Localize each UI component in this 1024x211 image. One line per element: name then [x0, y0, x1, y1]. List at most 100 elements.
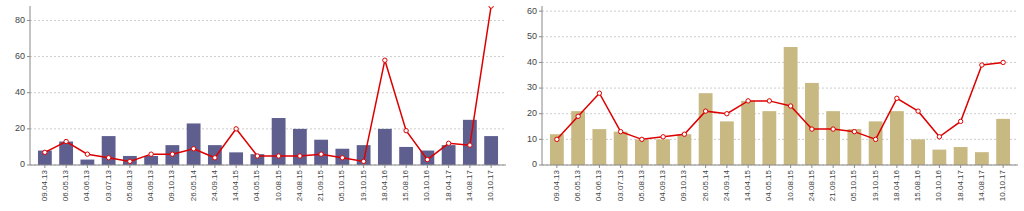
x-tick	[769, 165, 770, 168]
marker	[937, 135, 941, 139]
x-tick	[578, 165, 579, 168]
x-tick	[278, 165, 279, 168]
marker	[489, 6, 493, 8]
bar	[635, 139, 649, 165]
marker	[64, 139, 68, 143]
marker	[852, 129, 856, 133]
x-tick-label: 26.05.14	[189, 169, 198, 201]
grid-line	[542, 113, 1018, 114]
bar	[996, 119, 1010, 165]
marker	[767, 99, 771, 103]
bar	[399, 147, 413, 165]
x-tick-label: 04.09.13	[658, 169, 667, 201]
bar	[550, 134, 564, 165]
marker	[661, 135, 665, 139]
x-tick	[257, 165, 258, 168]
bar	[656, 139, 670, 165]
marker	[425, 157, 429, 161]
x-tick	[875, 165, 876, 168]
x-tick	[491, 165, 492, 168]
x-tick	[66, 165, 67, 168]
y-axis: 020406080	[15, 15, 506, 170]
x-tick	[321, 165, 322, 168]
x-tick	[44, 165, 45, 168]
chart-canvas: 02040608009.04.1306.05.1304.06.1303.07.1…	[0, 0, 1024, 211]
marker	[703, 109, 707, 113]
x-tick-label: 15.08.16	[913, 169, 922, 201]
x-tick	[193, 165, 194, 168]
page: {"chart_data": [ {"type": "bar", "catego…	[0, 0, 1024, 211]
marker	[895, 96, 899, 100]
y-tick-label: 10	[527, 134, 537, 144]
x-axis: 09.04.1306.05.1304.06.1303.07.1305.08.13…	[552, 165, 1007, 201]
x-tick-label: 10.10.17	[998, 169, 1007, 201]
x-tick-label: 10.10.17	[486, 169, 495, 201]
x-tick-label: 18.04.16	[892, 169, 901, 201]
marker	[597, 91, 601, 95]
x-tick-label: 14.08.17	[465, 169, 474, 201]
x-tick-label: 10.08.15	[274, 169, 283, 201]
x-tick-label: 10.10.16	[422, 169, 431, 201]
x-tick	[854, 165, 855, 168]
marker	[43, 150, 47, 154]
bar	[314, 140, 328, 165]
bar	[677, 134, 691, 165]
marker	[404, 128, 408, 132]
marker	[1001, 60, 1005, 64]
y-tick-label: 40	[527, 57, 537, 67]
x-tick	[406, 165, 407, 168]
x-tick-label: 26.05.14	[701, 169, 710, 201]
y-tick-label: 60	[527, 6, 537, 16]
marker	[255, 154, 259, 158]
bar	[954, 147, 968, 165]
x-tick-label: 09.10.13	[167, 169, 176, 201]
plot-area	[550, 47, 1010, 165]
x-tick	[448, 165, 449, 168]
marker	[128, 159, 132, 163]
bar	[741, 101, 755, 165]
grid-line	[542, 139, 1018, 140]
bar	[784, 47, 798, 165]
grid-line	[542, 165, 1018, 166]
x-axis-line	[30, 165, 506, 166]
bar-series	[550, 47, 1010, 165]
x-tick-label: 03.07.13	[104, 169, 113, 201]
x-tick	[811, 165, 812, 168]
x-tick-label: 18.04.16	[380, 169, 389, 201]
x-tick-label: 10.10.16	[934, 169, 943, 201]
bar	[975, 152, 989, 165]
x-tick	[981, 165, 982, 168]
panel: 02040608009.04.1306.05.1304.06.1303.07.1…	[15, 4, 506, 201]
x-tick-label: 04.05.15	[252, 169, 261, 201]
y-axis-line	[30, 6, 31, 165]
grid-line	[542, 88, 1018, 89]
marker	[980, 63, 984, 67]
y-tick-label: 20	[15, 123, 25, 133]
marker	[191, 147, 195, 151]
grid-line	[30, 20, 506, 21]
marker	[468, 143, 472, 147]
x-tick	[896, 165, 897, 168]
marker	[746, 99, 750, 103]
x-tick-label: 09.10.13	[679, 169, 688, 201]
bar	[571, 111, 585, 165]
x-tick-label: 03.07.13	[616, 169, 625, 201]
grid-line	[30, 56, 506, 57]
marker	[640, 137, 644, 141]
grid-line	[542, 11, 1018, 12]
x-tick	[427, 165, 428, 168]
x-tick-label: 19.10.15	[359, 169, 368, 201]
bar	[826, 111, 840, 165]
marker	[319, 152, 323, 156]
line-series	[555, 60, 1006, 141]
plot-area	[38, 6, 498, 165]
x-tick	[556, 165, 557, 168]
y-tick-label: 30	[527, 82, 537, 92]
x-tick	[663, 165, 664, 168]
y-axis-line	[542, 6, 543, 165]
x-tick	[918, 165, 919, 168]
x-tick	[748, 165, 749, 168]
x-tick-label: 04.06.13	[594, 169, 603, 201]
marker	[446, 141, 450, 145]
bar	[229, 152, 243, 165]
